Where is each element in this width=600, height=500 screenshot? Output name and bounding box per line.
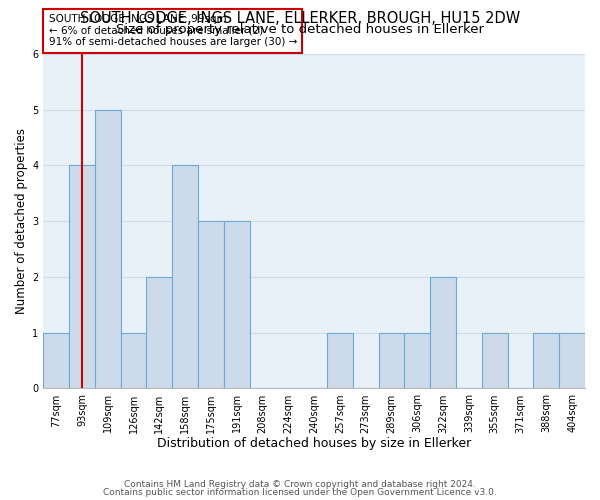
Bar [559,332,585,388]
Bar [327,332,353,388]
Bar [224,221,250,388]
Bar [95,110,121,388]
Y-axis label: Number of detached properties: Number of detached properties [15,128,28,314]
Bar [146,277,172,388]
Bar [404,332,430,388]
Bar [533,332,559,388]
Text: SOUTH LODGE, INGS LANE, ELLERKER, BROUGH, HU15 2DW: SOUTH LODGE, INGS LANE, ELLERKER, BROUGH… [80,11,520,26]
Bar [121,332,146,388]
Bar [379,332,404,388]
Text: Size of property relative to detached houses in Ellerker: Size of property relative to detached ho… [116,22,484,36]
Bar [43,332,69,388]
Bar [198,221,224,388]
Bar [172,166,198,388]
Text: SOUTH LODGE INGS LANE: 99sqm
← 6% of detached houses are smaller (2)
91% of semi: SOUTH LODGE INGS LANE: 99sqm ← 6% of det… [49,14,297,48]
Bar [69,166,95,388]
Text: Contains public sector information licensed under the Open Government Licence v3: Contains public sector information licen… [103,488,497,497]
Text: Contains HM Land Registry data © Crown copyright and database right 2024.: Contains HM Land Registry data © Crown c… [124,480,476,489]
X-axis label: Distribution of detached houses by size in Ellerker: Distribution of detached houses by size … [157,437,471,450]
Bar [482,332,508,388]
Bar [430,277,456,388]
